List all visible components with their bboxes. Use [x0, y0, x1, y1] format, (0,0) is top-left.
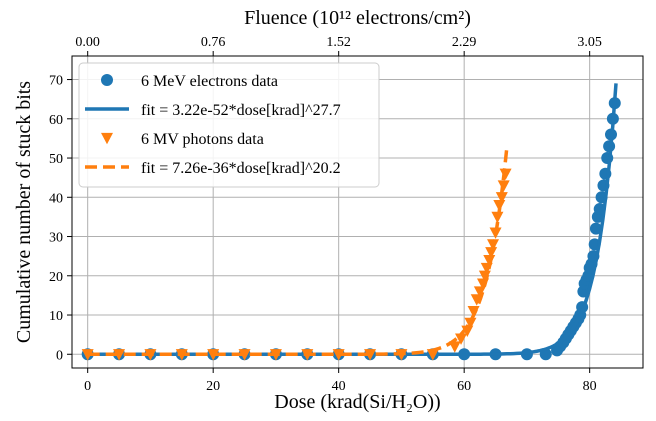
y-tick-label: 70 [49, 74, 63, 89]
legend-label: 6 MeV electrons data [141, 73, 278, 90]
y-tick-label: 50 [49, 152, 63, 167]
top-tick-label: 0.00 [75, 35, 100, 50]
y-tick-label: 30 [49, 231, 63, 246]
top-tick-label: 2.29 [452, 35, 477, 50]
data-point [497, 180, 510, 192]
legend-swatch [101, 132, 113, 145]
y-tick-label: 40 [49, 191, 63, 206]
data-point [478, 270, 491, 283]
data-point [589, 222, 602, 235]
y-tick-label: 10 [49, 309, 63, 324]
series-1 [87, 83, 618, 357]
fit-line [87, 83, 618, 357]
x-tick-label: 40 [332, 379, 346, 394]
x-tick-label: 80 [583, 379, 597, 394]
top-tick-label: 3.05 [577, 35, 602, 50]
data-point [364, 349, 377, 361]
data-point [332, 349, 345, 361]
y-tick-label: 0 [56, 348, 63, 363]
legend: 6 MeV electrons data fit = 3.22e-52*dose[… [78, 62, 380, 188]
series-3 [87, 147, 509, 357]
legend-label: fit = 7.26e-36*dose[krad]^20.2 [141, 160, 341, 177]
legend-label: fit = 3.22e-52*dose[krad]^27.7 [141, 102, 341, 119]
plot-frame [71, 55, 644, 369]
top-axis-title: Fluence (10¹² electrons/cm²) [244, 7, 471, 29]
y-tick-label: 20 [49, 270, 63, 285]
x-axis-title: Dose (krad(Si/H₂O)) [274, 391, 440, 413]
top-tick-label: 0.76 [201, 35, 226, 50]
legend-box [78, 62, 380, 188]
series-layer [81, 83, 621, 361]
x-tick-label: 0 [84, 379, 91, 394]
y-axis-title: Cumulative number of stuck bits [13, 81, 35, 343]
top-tick-label: 1.52 [326, 35, 351, 50]
data-point [464, 317, 477, 330]
data-point [113, 349, 126, 361]
x-tick-label: 60 [457, 379, 471, 394]
data-point [207, 349, 220, 361]
data-point [81, 349, 94, 361]
data-point [238, 349, 251, 361]
fit-line [87, 147, 509, 357]
x-tick-label: 20 [206, 379, 220, 394]
axes: 0 20 40 60 80 0.00 0.76 1.52 2.29 3.05 0 10 20 30 40 50… [49, 35, 602, 394]
legend-label: 6 MV photons data [141, 131, 264, 148]
y-tick-label: 60 [49, 113, 63, 128]
data-point [455, 333, 468, 345]
legend-swatch [101, 74, 113, 86]
